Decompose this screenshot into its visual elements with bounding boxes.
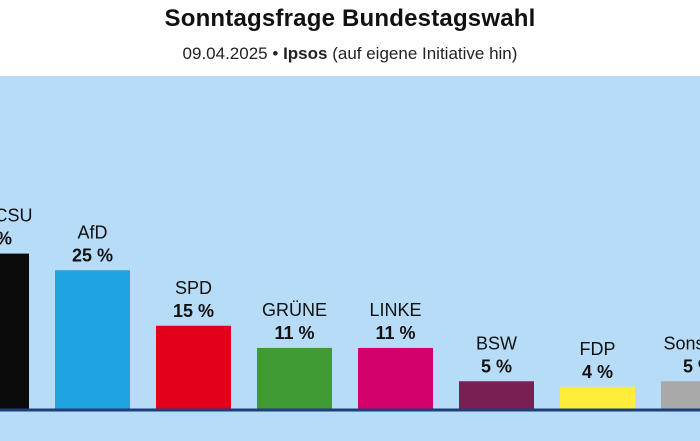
value-label-5: 5 % xyxy=(481,356,512,376)
bar-1 xyxy=(55,270,130,409)
chart-subtitle: 09.04.2025 • Ipsos (auf eigene Initiativ… xyxy=(0,44,700,64)
value-label-2: 15 % xyxy=(173,301,214,321)
subtitle-note: (auf eigene Initiative hin) xyxy=(332,44,518,63)
chart-header: Sonntagsfrage Bundestagswahl 09.04.2025 … xyxy=(0,0,700,76)
chart-title: Sonntagsfrage Bundestagswahl xyxy=(164,5,536,32)
category-label-0: CDU/CSU xyxy=(0,206,33,226)
bar-6 xyxy=(560,386,635,409)
subtitle-date: 09.04.2025 xyxy=(182,44,268,63)
bar-2 xyxy=(156,325,231,409)
category-label-7: Sonstige xyxy=(663,333,700,353)
category-label-4: LINKE xyxy=(369,300,421,320)
category-label-2: SPD xyxy=(175,278,212,298)
value-label-1: 25 % xyxy=(72,245,113,265)
category-label-6: FDP xyxy=(580,339,616,359)
bar-5 xyxy=(459,381,534,409)
value-label-6: 4 % xyxy=(582,362,613,382)
subtitle-institute: Ipsos xyxy=(283,44,328,63)
plot-bottom-band xyxy=(0,409,700,441)
bar-7 xyxy=(661,381,700,409)
value-label-7: 5 % xyxy=(683,356,700,376)
category-label-1: AfD xyxy=(77,222,107,242)
value-label-0: 28 % xyxy=(0,229,12,249)
value-label-3: 11 % xyxy=(274,323,314,343)
value-label-4: 11 % xyxy=(375,323,415,343)
category-label-5: BSW xyxy=(476,333,517,353)
bar-0 xyxy=(0,253,29,409)
plot-area: CDU/CSU 28 % AfD 25 % SPD 15 % GRÜNE 11 % LINKE 1… xyxy=(0,76,700,441)
category-label-3: GRÜNE xyxy=(262,300,327,320)
bar-4 xyxy=(358,347,433,409)
subtitle-bullet: • xyxy=(272,44,279,63)
bar-3 xyxy=(257,347,332,409)
bar-chart-svg: CDU/CSU 28 % AfD 25 % SPD 15 % GRÜNE 11 % LINKE 1… xyxy=(0,206,700,441)
